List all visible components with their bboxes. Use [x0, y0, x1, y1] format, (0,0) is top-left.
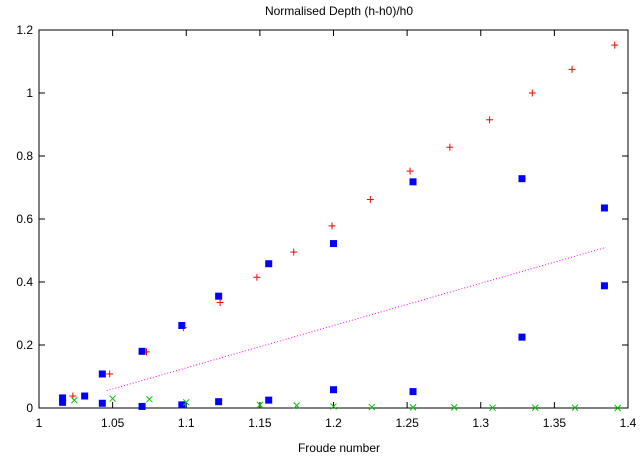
plus-marker	[253, 273, 261, 281]
chart-title: Normalised Depth (h-h0)/h0	[265, 4, 413, 18]
plus-marker	[611, 41, 619, 49]
cross-marker-b	[70, 396, 78, 404]
y-tick-label: 0.8	[16, 149, 33, 163]
cross-marker-b	[531, 404, 539, 412]
y-tick-label: 0	[26, 401, 33, 415]
plus-marker	[106, 370, 114, 378]
square-marker	[409, 388, 417, 396]
cross-marker-b	[571, 404, 579, 412]
plus-marker	[486, 116, 494, 124]
cross-marker	[256, 401, 264, 409]
square-marker	[409, 178, 417, 186]
square-marker	[330, 386, 337, 394]
cross-marker	[531, 404, 539, 412]
square-marker	[265, 396, 273, 404]
plus-marker	[406, 167, 414, 175]
plot-frame	[38, 29, 629, 409]
plus-marker	[568, 65, 576, 73]
square-marker	[265, 260, 273, 268]
square-marker	[600, 282, 608, 290]
data-markers	[59, 41, 622, 412]
cross-marker	[182, 398, 190, 406]
square-marker	[98, 399, 106, 407]
plus-marker	[446, 143, 454, 151]
cross-marker	[109, 395, 116, 402]
square-marker	[59, 394, 67, 402]
x-axis-label: Froude number	[298, 441, 380, 455]
cross-marker-b	[614, 404, 622, 412]
y-tick-label: 1.2	[16, 23, 33, 37]
square-marker	[518, 333, 526, 341]
cross-marker-b	[330, 403, 337, 410]
plus-marker	[328, 222, 336, 230]
x-tick-label: 1.05	[101, 416, 125, 430]
square-marker	[330, 240, 337, 248]
y-axis-ticks: 0 0.2 0.4 0.6 0.8 1 1.2	[16, 23, 628, 415]
cross-marker-b	[109, 395, 116, 402]
square-marker	[59, 398, 67, 406]
x-tick-label: 1.4	[620, 416, 637, 430]
square-marker	[178, 321, 186, 329]
cross-marker-b	[146, 395, 153, 403]
cross-marker	[614, 404, 622, 412]
cross-marker-b	[489, 404, 496, 412]
cross-marker-b	[256, 401, 264, 409]
x-tick-label: 1.15	[248, 416, 272, 430]
plus-marker	[528, 89, 536, 97]
square-marker	[215, 398, 223, 406]
cross-marker	[146, 395, 153, 403]
x-axis-ticks: 1 1.05 1.1 1.15 1.2 1.25 1.3 1.35 1.4	[36, 30, 637, 430]
square-marker	[215, 292, 223, 300]
cross-marker-b	[409, 404, 417, 411]
fit-line	[106, 246, 607, 392]
plus-marker	[366, 195, 374, 203]
square-marker	[178, 401, 186, 409]
cross-marker	[409, 404, 417, 411]
square-marker	[518, 175, 526, 183]
y-tick-label: 0.6	[16, 212, 33, 226]
square-marker	[138, 347, 146, 355]
cross-marker	[293, 402, 301, 409]
y-tick-label: 1	[26, 86, 33, 100]
fit-lines	[106, 246, 607, 392]
square-marker	[81, 392, 89, 400]
square-marker	[98, 370, 106, 378]
square-marker	[138, 402, 146, 410]
plot-border	[38, 29, 629, 409]
cross-marker-b	[182, 398, 190, 406]
x-tick-label: 1	[36, 416, 43, 430]
x-tick-label: 1.25	[395, 416, 419, 430]
y-tick-label: 0.2	[16, 338, 33, 352]
cross-marker	[489, 404, 496, 412]
cross-marker	[330, 403, 337, 410]
x-tick-label: 1.2	[325, 416, 342, 430]
x-tick-label: 1.35	[543, 416, 567, 430]
cross-marker	[571, 404, 579, 412]
x-tick-label: 1.1	[178, 416, 195, 430]
x-tick-label: 1.3	[472, 416, 489, 430]
plus-marker	[216, 298, 224, 306]
cross-marker	[70, 396, 78, 404]
cross-marker	[450, 404, 458, 411]
cross-marker-b	[293, 402, 301, 409]
cross-marker	[368, 403, 376, 411]
y-tick-label: 0.4	[16, 275, 33, 289]
square-marker	[600, 204, 608, 212]
cross-marker-b	[450, 404, 458, 411]
plus-marker	[290, 248, 298, 256]
cross-marker-b	[368, 403, 376, 411]
